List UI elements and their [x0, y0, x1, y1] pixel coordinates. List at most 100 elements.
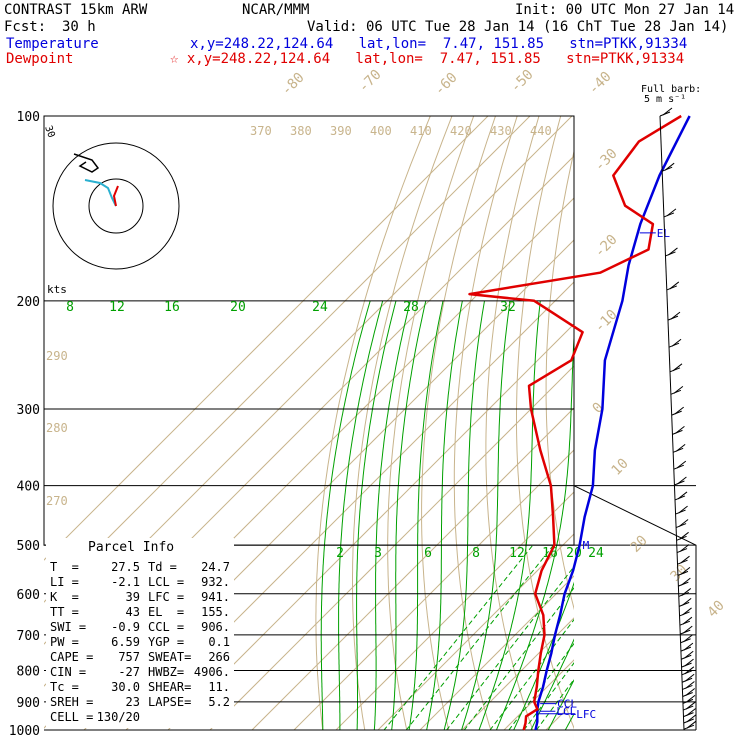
wind-barb-flag: [676, 460, 687, 469]
parcel-info-cell: PW =: [50, 635, 79, 649]
theta-label: 410: [410, 124, 432, 138]
dewpoint-profile-line: [468, 114, 682, 731]
wind-barb-flag: [683, 642, 694, 651]
parcel-info-cell: EL =: [148, 605, 185, 619]
wind-barb-flag: [681, 577, 691, 586]
moist-adiabat-line: [513, 581, 574, 730]
level-mark-m: M: [583, 539, 590, 552]
isotherm-line: [617, 88, 740, 740]
wind-barb-flag: [680, 555, 690, 564]
moist-adiabat-label: 28: [403, 300, 419, 315]
moist-adiabat-line: [391, 300, 427, 730]
dry-adiabat-line: [387, 116, 475, 730]
barb-note-line2: 5 m s⁻¹: [644, 94, 687, 105]
wind-barb-flag: [685, 694, 696, 703]
dry-adiabat-line: [516, 116, 574, 730]
isotherm-label: 40: [705, 598, 728, 621]
parcel-info-row: CIN = -27 HWBZ= 4906.: [50, 665, 234, 680]
wind-barb-flag: [678, 505, 688, 514]
wind-barb-flag: [675, 443, 686, 452]
theta-label: 430: [490, 124, 512, 138]
parcel-info-cell: K =: [50, 590, 79, 604]
dry-adiabat-line: [485, 116, 540, 730]
isotherm-label: -80: [279, 70, 308, 99]
wind-barb-flag: [683, 634, 693, 643]
parcel-info-cell: Td =: [148, 560, 177, 574]
theta-label: 380: [290, 124, 312, 138]
parcel-info-cell: SWEAT=: [148, 650, 192, 664]
pressure-tick-label: 1000: [9, 724, 40, 739]
mixing-ratio-line: [383, 544, 534, 730]
mixing-ratio-label: 2: [336, 546, 344, 561]
parcel-info-cell: SREH =: [50, 695, 94, 709]
wind-barb-flag: [678, 519, 689, 527]
parcel-info-row: PW = 6.59 YGP = 0.1: [50, 635, 234, 650]
pressure-tick-label: 900: [17, 696, 40, 711]
mixing-ratio-label: 6: [424, 546, 432, 561]
mixing-ratio-label: 24: [588, 546, 604, 561]
hodograph-ring-outer: [52, 142, 180, 270]
level-mark-el: EL: [657, 227, 671, 240]
isotherm-line: [44, 116, 531, 603]
parcel-info-cell: CAPE =: [50, 650, 94, 664]
parcel-info-cell: 6.59: [111, 635, 140, 649]
valid-time: Valid: 06 UTC Tue 28 Jan 14 (16 ChT Tue …: [307, 19, 729, 35]
dewpoint-location: ☆ x,y=248.22,124.64 lat,lon= 7.47, 151.8…: [170, 51, 685, 67]
isotherm-label: 0: [590, 400, 607, 417]
moist-adiabat-line: [461, 300, 511, 730]
mixing-ratio-label: 3: [374, 546, 382, 561]
mixing-ratio-line: [489, 618, 574, 730]
moist-adiabat-line: [443, 300, 485, 730]
mixing-ratio-line: [405, 544, 554, 730]
temperature-location: x,y=248.22,124.64 lat,lon= 7.47, 151.85 …: [190, 36, 688, 52]
wind-barb-flag: [680, 566, 691, 575]
hodograph-kts-label: kts: [47, 283, 67, 296]
isotherm-line: [167, 323, 574, 730]
plot-frame: [43, 115, 575, 546]
parcel-info-cell: 906.: [201, 620, 230, 634]
parcel-info-cell: 5.2: [208, 695, 230, 709]
wind-barb-flag: [672, 363, 683, 372]
moist-adiabat-label: 12: [109, 300, 125, 315]
parcel-info-cell: SWI =: [50, 620, 87, 634]
mixing-ratio-line: [523, 662, 574, 730]
isotherm-line: [545, 701, 574, 730]
dry-adiabat-line: [682, 88, 740, 740]
wind-barb-flag: [666, 208, 677, 217]
moist-adiabat-line: [408, 300, 444, 730]
moist-adiabat-line: [356, 300, 397, 730]
moist-adiabat-label: 32: [500, 300, 516, 315]
init-time: Init: 00 UTC Mon 27 Jan 14: [515, 2, 735, 18]
parcel-info-cell: 155.: [201, 605, 230, 619]
wind-barb-flag: [671, 338, 682, 347]
mixing-ratio-label: 8: [472, 546, 480, 561]
dry-adiabat-line: [421, 116, 497, 730]
wind-barb-flag: [684, 666, 695, 675]
parcel-info-cell: 30.0: [111, 680, 140, 694]
hodograph-ring-inner: [88, 178, 144, 234]
temperature-profile-line: [534, 115, 691, 731]
fcst-value: 30 h: [62, 19, 96, 35]
wind-barb-flag: [685, 681, 695, 689]
parcel-info-title: Parcel Info: [88, 540, 175, 555]
wind-barb-flag: [664, 162, 675, 171]
moist-adiabat-label: 20: [230, 300, 246, 315]
parcel-info-row: CELL = 130/20: [50, 710, 234, 725]
parcel-info-cell: LCL =: [148, 575, 185, 589]
hodograph-ring-label: 30: [42, 124, 56, 139]
pressure-tick-label: 300: [17, 403, 40, 418]
level-mark-ccl: CCL: [557, 698, 577, 711]
dry-adiabat-line: [706, 88, 740, 740]
parcel-info-row: TT = 43 EL = 155.: [50, 605, 234, 620]
parcel-info-cell: 941.: [201, 590, 230, 604]
model-title: CONTRAST 15km ARW: [4, 2, 148, 18]
pressure-tick-label: 100: [17, 110, 40, 125]
dry-adiabat-line: [731, 88, 740, 740]
isotherm-label: 10: [609, 456, 632, 479]
parcel-info-cell: LFC =: [148, 590, 185, 604]
theta-label: 280: [46, 421, 68, 435]
wind-barb-flag: [681, 588, 692, 596]
wind-barb-flag: [662, 107, 673, 116]
parcel-info-cell: 11.: [208, 680, 230, 694]
dry-adiabat-line: [575, 88, 665, 740]
